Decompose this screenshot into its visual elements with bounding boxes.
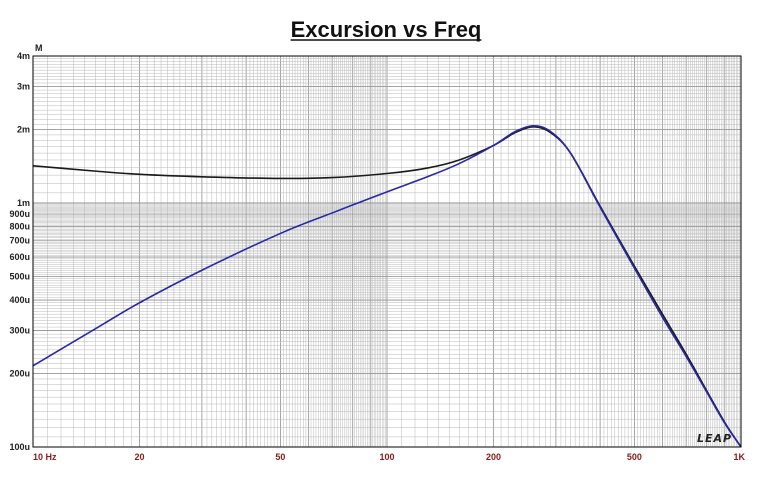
y-tick-label: 600u	[9, 252, 30, 262]
x-axis-ticks: 10 Hz 20 50 100 200 500 1K	[33, 452, 745, 462]
x-tick-label: 10 Hz	[33, 452, 57, 462]
y-tick-label: 700u	[9, 236, 30, 246]
y-unit-label: M	[35, 43, 43, 53]
plot-frame	[32, 55, 742, 448]
y-tick-label: 4m	[17, 51, 30, 61]
y-tick-label: 900u	[9, 209, 30, 219]
leap-logo: LEAP	[697, 432, 732, 445]
y-tick-label: 400u	[9, 295, 30, 305]
y-tick-label: 200u	[9, 369, 30, 379]
y-tick-label: 100u	[9, 442, 30, 452]
grid	[33, 55, 741, 448]
chart-title: Excursion vs Freq	[291, 17, 482, 42]
x-tick-label: 50	[275, 452, 285, 462]
x-tick-label: 1K	[733, 452, 745, 462]
series-line-1	[32, 126, 742, 448]
x-tick-label: 200	[486, 452, 501, 462]
y-tick-label: 1m	[17, 198, 30, 208]
y-tick-label: 2m	[17, 124, 30, 134]
y-tick-label: 500u	[9, 271, 30, 281]
y-tick-label: 800u	[9, 222, 30, 232]
x-tick-label: 100	[379, 452, 394, 462]
y-tick-label: 3m	[17, 81, 30, 91]
x-tick-label: 500	[627, 452, 642, 462]
x-tick-label: 20	[135, 452, 145, 462]
series-line-2	[32, 125, 742, 448]
series-lines	[32, 125, 742, 448]
y-tick-label: 300u	[9, 326, 30, 336]
